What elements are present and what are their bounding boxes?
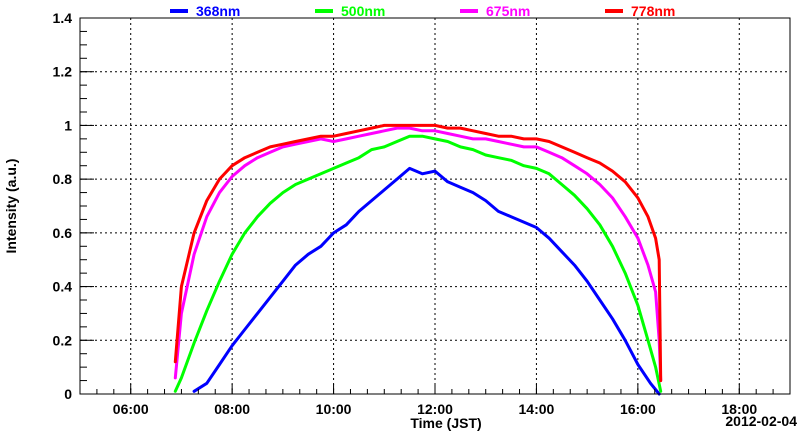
date-label: 2012-02-04 xyxy=(725,413,797,429)
y-tick-label: 0.4 xyxy=(53,279,73,295)
tick-layer: 06:00 08:00 10:00 12:00 14:00 16:00 18:00 0 0.2 0… xyxy=(53,10,791,417)
legend-label-675nm: 675nm xyxy=(486,3,530,19)
x-tick-label: 18:00 xyxy=(721,401,757,417)
y-tick-label: 0.2 xyxy=(53,332,73,348)
x-tick-label: 14:00 xyxy=(519,401,555,417)
legend-label-778nm: 778nm xyxy=(631,3,675,19)
x-tick-label: 16:00 xyxy=(620,401,656,417)
x-tick-label: 06:00 xyxy=(113,401,149,417)
x-axis-title: Time (JST) xyxy=(410,415,481,431)
series-line-778nm xyxy=(173,123,663,383)
series-line-675nm xyxy=(173,126,663,383)
x-tick-label: 12:00 xyxy=(417,401,453,417)
legend-label-368nm: 368nm xyxy=(196,3,240,19)
y-tick-label: 1.4 xyxy=(53,10,73,26)
y-tick-label: 1.2 xyxy=(53,64,73,80)
legend: 368nm 500nm 675nm 778nm xyxy=(170,3,675,19)
x-tick-label: 10:00 xyxy=(316,401,352,417)
series-line-500nm xyxy=(173,134,663,393)
y-axis-title: Intensity (a.u.) xyxy=(3,159,19,254)
y-tick-label: 0.8 xyxy=(53,171,73,187)
series-layer xyxy=(173,123,663,396)
series-line-368nm xyxy=(192,166,661,396)
y-tick-label: 0 xyxy=(64,386,72,402)
y-tick-label: 1 xyxy=(64,117,72,133)
legend-label-500nm: 500nm xyxy=(341,3,385,19)
grid-layer xyxy=(80,18,790,394)
y-tick-label: 0.6 xyxy=(53,225,73,241)
x-tick-label: 08:00 xyxy=(214,401,250,417)
